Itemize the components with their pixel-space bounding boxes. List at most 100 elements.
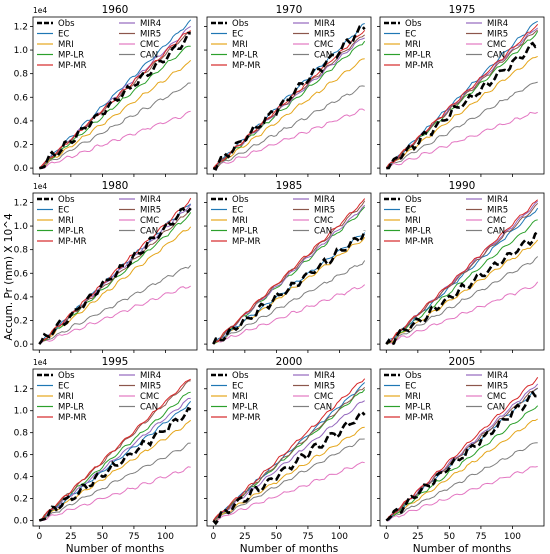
legend-label-obs: Obs <box>405 195 422 205</box>
legend-label-cmc: CMC <box>487 216 506 226</box>
series-line-can <box>386 81 538 169</box>
legend-label-mp-lr: MP-LR <box>58 227 84 237</box>
legend-label-mp-mr: MP-MR <box>405 237 434 247</box>
series-lines <box>212 23 366 171</box>
legend-label-mir5: MIR5 <box>140 382 161 392</box>
series-line-cmc <box>39 466 191 522</box>
series-line-cmc <box>39 285 191 345</box>
series-line-mp-mr <box>39 378 191 521</box>
legend-label-mir5: MIR5 <box>314 382 335 392</box>
series-line-obs <box>212 25 366 171</box>
y-tick-label: 0.4 <box>14 473 29 483</box>
legend-label-can: CAN <box>314 403 332 413</box>
x-axis-label: Number of months <box>413 543 512 554</box>
legend-label-mri: MRI <box>405 392 421 402</box>
subplot-title: 1995 <box>102 356 129 368</box>
x-tick-label: 100 <box>331 532 348 542</box>
series-line-mir5 <box>386 202 539 345</box>
y-tick-label: 1.0 <box>14 46 29 56</box>
series-line-mp-mr <box>212 378 366 521</box>
legend-label-mp-lr: MP-LR <box>405 51 431 61</box>
y-tick-label: 1.0 <box>14 407 29 417</box>
legend-label-can: CAN <box>314 227 332 237</box>
legend-label-obs: Obs <box>232 371 249 381</box>
series-line-mri <box>386 418 538 521</box>
legend-label-obs: Obs <box>58 195 75 205</box>
legend-label-ec: EC <box>232 382 243 392</box>
x-tick-label: 0 <box>36 532 42 542</box>
series-line-obs <box>385 231 539 346</box>
legend-label-mp-mr: MP-MR <box>405 61 434 71</box>
y-tick-label: 0.8 <box>14 246 29 256</box>
y-tick-label: 0.6 <box>14 269 29 279</box>
series-line-ec <box>39 400 192 521</box>
legend-label-mir4: MIR4 <box>487 19 508 29</box>
offset-text: 1e4 <box>33 6 47 15</box>
subplot-1995: 1995 1e4 0.0 0.2 0.4 0.6 0.8 1.0 1.2 0 25 50 75 100Nu… <box>14 356 198 554</box>
subplot-title: 1960 <box>102 4 129 16</box>
legend-label-mir4: MIR4 <box>487 195 508 205</box>
x-tick-label: 50 <box>444 532 456 542</box>
series-line-obs <box>38 206 192 345</box>
x-tick-label: 25 <box>239 532 250 542</box>
y-tick-label: 0.2 <box>14 316 28 326</box>
legend-label-mir5: MIR5 <box>487 382 508 392</box>
axes-frame <box>206 192 372 351</box>
legend-label-mir4: MIR4 <box>140 19 161 29</box>
series-line-mp-mr <box>385 377 539 521</box>
legend-label-cmc: CMC <box>314 392 333 402</box>
legend-label-mir5: MIR5 <box>487 30 508 40</box>
subplot-title: 1970 <box>276 4 303 16</box>
series-lines <box>212 198 366 345</box>
axes-frame <box>32 192 198 351</box>
legend-label-mp-lr: MP-LR <box>405 403 431 413</box>
series-lines <box>212 378 366 526</box>
legend-label-cmc: CMC <box>314 216 333 226</box>
legend-label-mir5: MIR5 <box>140 30 161 40</box>
legend-label-mir5: MIR5 <box>140 206 161 216</box>
series-lines <box>385 20 539 170</box>
legend-label-mri: MRI <box>58 40 74 50</box>
legend-label-can: CAN <box>140 51 158 61</box>
legend-label-mri: MRI <box>405 216 421 226</box>
subplot-1980: 1980 1e4 0.0 0.2 0.4 0.6 0.8 1.0 1.2 ObsECMRIMP-L… <box>14 180 198 353</box>
legend-label-mir5: MIR5 <box>314 30 335 40</box>
legend-label-mp-mr: MP-MR <box>232 237 261 247</box>
legend-label-can: CAN <box>487 403 505 413</box>
legend-label-mri: MRI <box>232 40 248 50</box>
series-line-mp-lr <box>38 45 191 169</box>
legend-label-mir4: MIR4 <box>314 19 335 29</box>
series-line-obs <box>385 390 538 522</box>
y-tick-label: 1.2 <box>14 385 28 395</box>
legend-label-cmc: CMC <box>487 40 506 50</box>
subplot-title: 1975 <box>449 4 476 16</box>
y-tick-label: 0.6 <box>14 451 29 461</box>
legend-label-obs: Obs <box>232 19 249 29</box>
series-lines <box>38 19 192 170</box>
y-tick-label: 0.6 <box>14 93 29 103</box>
subplot-title: 2000 <box>276 356 303 368</box>
legend-label-mp-mr: MP-MR <box>58 413 87 423</box>
y-tick-label: 0.8 <box>14 429 29 439</box>
legend-label-cmc: CMC <box>140 216 159 226</box>
series-line-cmc <box>212 284 366 345</box>
series-line-mp-lr <box>212 40 366 169</box>
legend-label-mp-lr: MP-LR <box>232 51 258 61</box>
legend-label-mir4: MIR4 <box>314 371 335 381</box>
series-line-obs <box>38 406 192 522</box>
x-tick-label: 75 <box>302 532 313 542</box>
legend-label-ec: EC <box>58 30 69 40</box>
subplot-title: 2005 <box>449 356 476 368</box>
offset-text: 1e4 <box>33 358 47 367</box>
subplot-title: 1980 <box>102 180 129 192</box>
series-line-mp-lr <box>385 405 539 521</box>
legend-label-mri: MRI <box>58 392 74 402</box>
